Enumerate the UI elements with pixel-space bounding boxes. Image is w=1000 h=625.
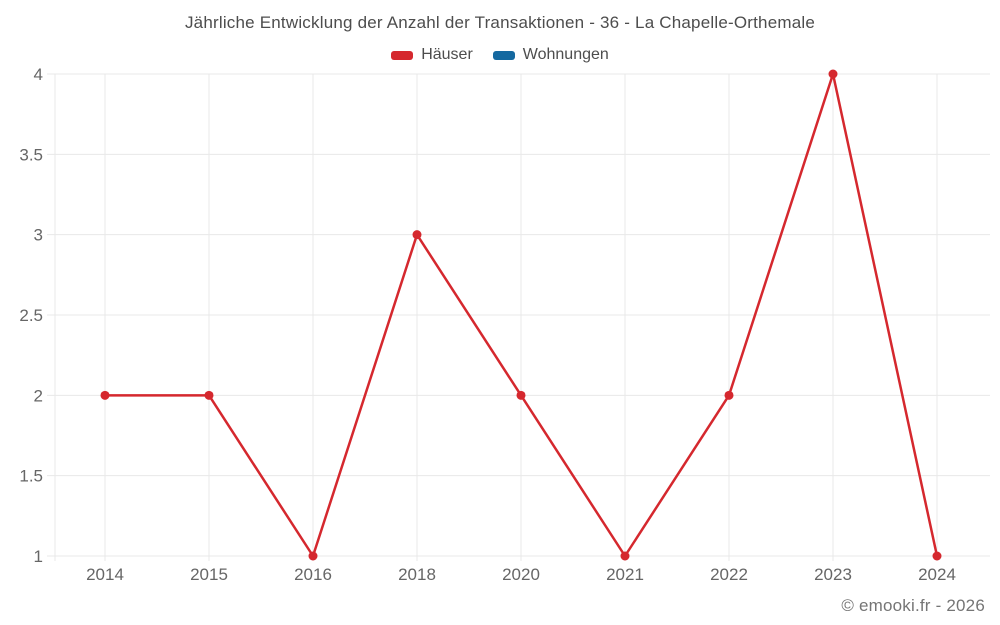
- chart-title: Jährliche Entwicklung der Anzahl der Tra…: [184, 13, 816, 32]
- data-point: [828, 69, 838, 79]
- x-tick-label: 2024: [918, 565, 956, 584]
- y-tick-label: 1.5: [19, 467, 43, 486]
- data-point: [724, 390, 734, 400]
- y-tick-label: 1: [34, 547, 43, 566]
- copyright-notice: © emooki.fr - 2026: [841, 596, 985, 615]
- data-point: [412, 230, 422, 240]
- haeuser-series-swatch-icon: [391, 50, 414, 60]
- x-tick-label: 2022: [710, 565, 748, 584]
- x-tick-label: 2023: [814, 565, 852, 584]
- x-tick-label: 2015: [190, 565, 228, 584]
- legend-item-wohnungen[interactable]: Wohnungen: [492, 46, 609, 64]
- legend: Häuser Wohnungen: [0, 46, 1000, 64]
- data-point: [516, 390, 526, 400]
- y-tick-label: 4: [34, 65, 43, 84]
- y-tick-label: 3: [34, 226, 43, 245]
- y-tick-label: 2: [34, 386, 43, 405]
- wohnungen-series-swatch-icon: [492, 50, 515, 60]
- y-tick-label: 3.5: [19, 145, 43, 164]
- y-tick-label: 2.5: [19, 306, 43, 325]
- legend-label-wohnungen: Wohnungen: [522, 46, 609, 63]
- x-tick-label: 2021: [606, 565, 644, 584]
- legend-item-haeuser[interactable]: Häuser: [391, 46, 473, 64]
- x-tick-label: 2014: [86, 565, 124, 584]
- x-tick-label: 2018: [398, 565, 436, 584]
- data-point: [204, 390, 214, 400]
- data-point: [100, 390, 110, 400]
- x-tick-label: 2020: [502, 565, 540, 584]
- data-point: [620, 551, 630, 561]
- x-tick-label: 2016: [294, 565, 332, 584]
- data-point: [308, 551, 318, 561]
- data-point: [932, 551, 942, 561]
- legend-label-haeuser: Häuser: [421, 46, 473, 63]
